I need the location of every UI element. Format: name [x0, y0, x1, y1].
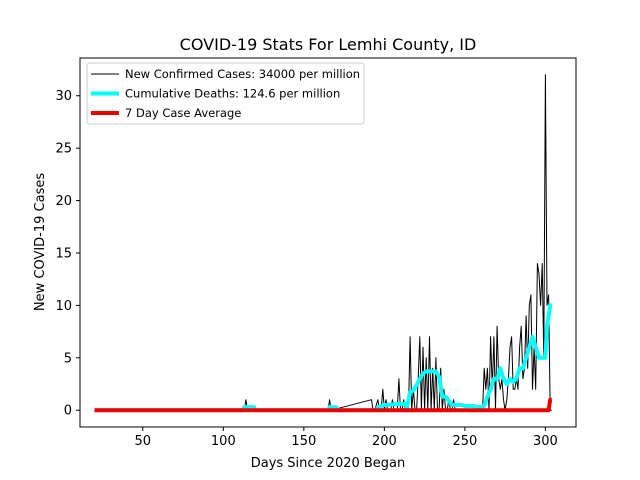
x-tick-label: 300 [533, 434, 558, 449]
legend-box [86, 62, 365, 125]
x-tick-label: 200 [372, 434, 397, 449]
y-axis: 0 5 10 15 20 25 30 [55, 89, 80, 419]
y-tick-label: 30 [55, 89, 72, 104]
legend-label-3: 7 Day Case Average [125, 106, 241, 120]
legend-label-1: New Confirmed Cases: 34000 per million [125, 67, 360, 81]
y-tick-label: 25 [55, 142, 72, 157]
y-tick-label: 0 [64, 404, 72, 419]
x-tick-label: 250 [452, 434, 477, 449]
series-layer [94, 74, 553, 413]
series-line-3 [94, 397, 553, 413]
legend: New Confirmed Cases: 34000 per million Cu… [86, 62, 365, 125]
y-tick-label: 5 [64, 351, 72, 366]
y-tick-label: 10 [55, 299, 72, 314]
y-tick-label: 15 [55, 246, 72, 261]
legend-label-2: Cumulative Deaths: 124.6 per million [125, 87, 340, 101]
plot-area: 50 100 150 200 250 300 0 5 10 15 20 25 30 [55, 57, 577, 449]
axes-frame [79, 57, 577, 428]
x-tick-label: 100 [211, 434, 236, 449]
x-axis-label: Days Since 2020 Began [251, 456, 406, 471]
x-tick-label: 150 [291, 434, 316, 449]
y-axis-label: New COVID-19 Cases [33, 173, 48, 311]
x-axis: 50 100 150 200 250 300 [135, 427, 558, 449]
chart-title: COVID-19 Stats For Lemhi County, ID [180, 35, 477, 54]
x-tick-label: 50 [135, 434, 152, 449]
y-tick-label: 20 [55, 194, 72, 209]
